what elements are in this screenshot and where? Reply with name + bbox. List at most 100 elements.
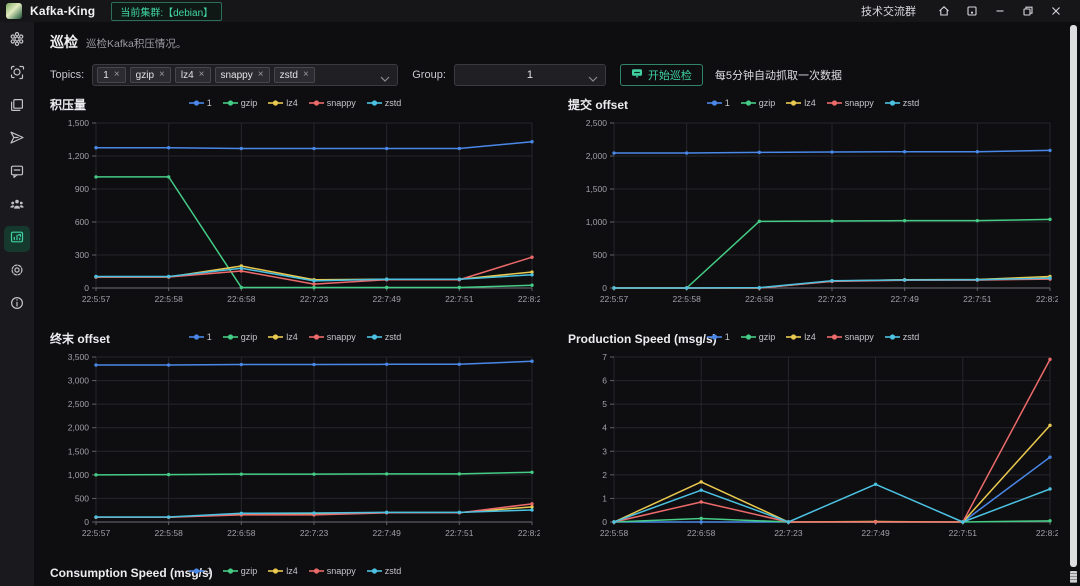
scan-node-icon xyxy=(9,64,25,85)
scrollbar-grip[interactable] xyxy=(1070,571,1077,583)
sidebar-item-settings[interactable] xyxy=(4,259,30,285)
sidebar-item-scan[interactable] xyxy=(4,61,30,87)
legend-marker-icon xyxy=(222,100,238,106)
svg-text:1,500: 1,500 xyxy=(68,446,90,456)
svg-text:22:6:58: 22:6:58 xyxy=(745,294,774,304)
legend-item-gzip[interactable]: gzip xyxy=(740,332,776,342)
tech-group-link[interactable]: 技术交流群 xyxy=(861,6,916,18)
sidebar-item-topics[interactable] xyxy=(4,94,30,120)
legend-item-snappy[interactable]: snappy xyxy=(826,332,874,342)
topic-tag[interactable]: snappy × xyxy=(214,67,270,83)
svg-text:600: 600 xyxy=(75,217,89,227)
group-select[interactable]: 1 xyxy=(453,64,606,86)
svg-text:1,200: 1,200 xyxy=(68,151,90,161)
production-speed-chart[interactable]: 22:5:58 22:6:58 22:7:23 22:7:49 22:7:51 22:8:… xyxy=(568,350,1058,540)
svg-text:22:7:51: 22:7:51 xyxy=(445,294,474,304)
close-icon[interactable] xyxy=(1042,0,1070,22)
legend-item-1[interactable]: 1 xyxy=(188,566,212,576)
group-label: Group: xyxy=(412,69,446,81)
legend-item-zstd[interactable]: zstd xyxy=(884,332,919,342)
legend-item-gzip[interactable]: gzip xyxy=(222,566,257,576)
svg-text:22:5:58: 22:5:58 xyxy=(600,528,629,538)
scrollbar-thumb[interactable] xyxy=(1070,25,1077,567)
sidebar-item-inspection[interactable] xyxy=(4,226,30,252)
legend-label: zstd xyxy=(384,98,402,108)
chart-panel-end-offset: 终末 offset 1 gzip lz4 snappy zstd 22:5:57 22:5… xyxy=(50,330,540,540)
svg-text:4: 4 xyxy=(602,423,607,433)
home-icon[interactable] xyxy=(930,0,958,22)
topic-tag-remove-icon[interactable]: × xyxy=(198,69,205,80)
legend-item-lz4[interactable]: lz4 xyxy=(268,566,298,576)
legend-label: snappy xyxy=(326,566,356,576)
legend-marker-icon xyxy=(308,568,324,574)
legend-item-zstd[interactable]: zstd xyxy=(366,332,401,342)
legend-item-zstd[interactable]: zstd xyxy=(884,98,919,108)
cluster-nodes-icon xyxy=(9,31,25,52)
sidebar xyxy=(0,22,34,586)
restore-icon[interactable] xyxy=(1014,0,1042,22)
topic-tag[interactable]: gzip × xyxy=(129,67,171,83)
legend-item-zstd[interactable]: zstd xyxy=(366,98,402,108)
committed-offset-chart[interactable]: 22:5:57 22:5:58 22:6:58 22:7:23 22:7:49 22:7:… xyxy=(568,116,1058,306)
topic-tag-remove-icon[interactable]: × xyxy=(257,69,264,80)
chevron-down-icon xyxy=(588,73,598,85)
start-inspection-label: 开始巡检 xyxy=(647,70,692,82)
legend-item-zstd[interactable]: zstd xyxy=(366,566,401,576)
end-offset-chart[interactable]: 22:5:57 22:5:58 22:6:58 22:7:23 22:7:49 22:7:… xyxy=(50,350,540,540)
svg-text:3,000: 3,000 xyxy=(68,376,90,386)
topic-tag-label: zstd xyxy=(279,69,298,81)
svg-text:22:7:23: 22:7:23 xyxy=(300,294,329,304)
topic-tag-remove-icon[interactable]: × xyxy=(113,69,120,80)
topic-tag[interactable]: lz4 × xyxy=(174,67,211,83)
pin-window-icon[interactable] xyxy=(958,0,986,22)
backlog-chart[interactable]: 22:5:57 22:5:58 22:6:58 22:7:23 22:7:49 22:7:… xyxy=(50,116,540,306)
titlebar: Kafka-King 当前集群:【debian】 技术交流群 xyxy=(0,0,1080,22)
sidebar-item-consumer[interactable] xyxy=(4,160,30,186)
start-inspection-button[interactable]: 开始巡检 xyxy=(619,64,703,86)
svg-text:2: 2 xyxy=(602,470,607,480)
legend-item-lz4[interactable]: lz4 xyxy=(268,332,298,342)
topics-multiselect[interactable]: 1 × gzip × lz4 × snappy × zstd × xyxy=(92,64,399,86)
about-info-icon xyxy=(9,295,25,316)
svg-text:22:7:49: 22:7:49 xyxy=(890,294,919,304)
legend-marker-icon xyxy=(268,100,284,106)
producer-send-icon xyxy=(9,130,25,151)
topic-tag-remove-icon[interactable]: × xyxy=(159,69,165,80)
topic-tag-remove-icon[interactable]: × xyxy=(302,69,309,80)
chart-title: 积压量 xyxy=(50,98,87,112)
legend-item-snappy[interactable]: snappy xyxy=(308,332,356,342)
app-title: Kafka-King xyxy=(30,4,96,18)
legend-item-lz4[interactable]: lz4 xyxy=(786,332,816,342)
legend-item-gzip[interactable]: gzip xyxy=(222,332,257,342)
sidebar-item-about[interactable] xyxy=(4,292,30,318)
topic-tag[interactable]: 1 × xyxy=(97,67,126,83)
page-title: 巡检 xyxy=(50,34,78,50)
legend-item-lz4[interactable]: lz4 xyxy=(786,98,816,108)
legend-item-snappy[interactable]: snappy xyxy=(308,566,356,576)
legend-item-snappy[interactable]: snappy xyxy=(308,98,356,108)
sidebar-item-producer[interactable] xyxy=(4,127,30,153)
legend-item-1[interactable]: 1 xyxy=(188,98,212,108)
legend-item-1[interactable]: 1 xyxy=(706,332,730,342)
legend-label: 1 xyxy=(206,98,212,108)
legend-item-gzip[interactable]: gzip xyxy=(222,98,257,108)
svg-text:2,000: 2,000 xyxy=(68,423,90,433)
auto-fetch-hint: 每5分钟自动抓取一次数据 xyxy=(714,70,843,82)
sidebar-item-groups[interactable] xyxy=(4,193,30,219)
legend-marker-icon xyxy=(308,100,324,106)
legend-item-1[interactable]: 1 xyxy=(706,98,730,108)
svg-text:22:7:49: 22:7:49 xyxy=(372,294,401,304)
minimize-icon[interactable] xyxy=(986,0,1014,22)
current-cluster-badge: 当前集群:【debian】 xyxy=(111,1,223,21)
legend-item-snappy[interactable]: snappy xyxy=(826,98,874,108)
legend-item-1[interactable]: 1 xyxy=(188,332,212,342)
legend-label: gzip xyxy=(758,332,776,342)
legend-item-lz4[interactable]: lz4 xyxy=(268,98,298,108)
svg-text:22:8:21: 22:8:21 xyxy=(518,528,540,538)
sidebar-item-cluster[interactable] xyxy=(4,28,30,54)
legend-item-gzip[interactable]: gzip xyxy=(740,98,775,108)
svg-text:1: 1 xyxy=(602,493,607,503)
topic-tag[interactable]: zstd × xyxy=(273,67,315,83)
legend-label: lz4 xyxy=(286,566,298,576)
chart-title: 提交 offset xyxy=(568,98,629,112)
